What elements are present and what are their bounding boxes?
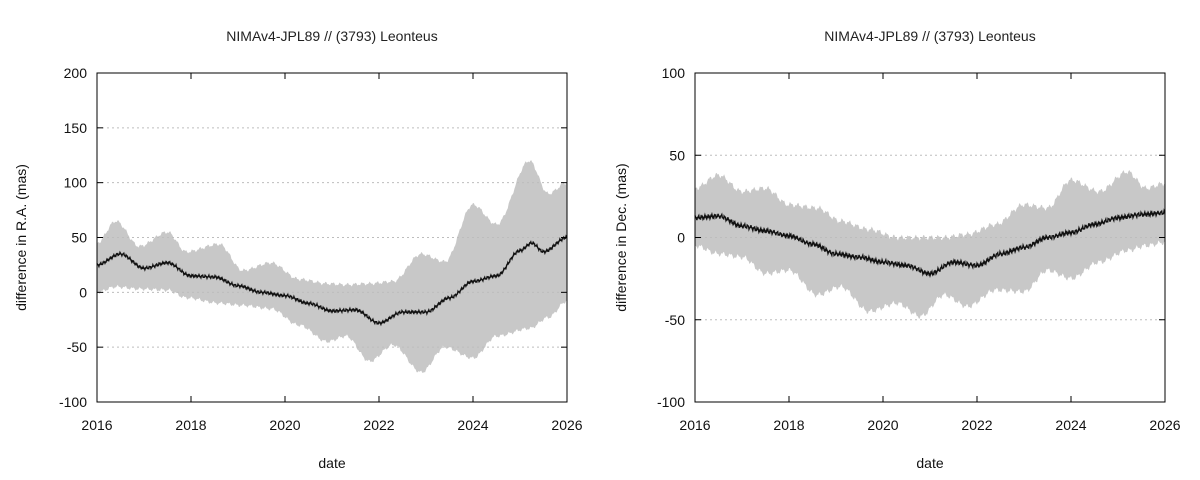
x-tick-label: 2020 xyxy=(269,417,300,433)
x-tick-label: 2022 xyxy=(363,417,394,433)
x-tick-label: 2024 xyxy=(457,417,488,433)
x-tick-label: 2018 xyxy=(175,417,206,433)
y-tick-label: -100 xyxy=(657,394,685,410)
chart-title: NIMAv4-JPL89 // (3793) Leonteus xyxy=(226,28,437,44)
x-tick-label: 2018 xyxy=(773,417,804,433)
x-tick-label: 2020 xyxy=(867,417,898,433)
uncertainty-band xyxy=(695,169,1165,319)
y-tick-label: 200 xyxy=(64,65,88,81)
y-tick-label: 50 xyxy=(669,147,685,163)
chart-title: NIMAv4-JPL89 // (3793) Leonteus xyxy=(824,28,1035,44)
x-axis-label: date xyxy=(916,455,943,471)
x-tick-label: 2024 xyxy=(1055,417,1086,433)
y-tick-label: 50 xyxy=(71,230,87,246)
y-axis-label: difference in R.A. (mas) xyxy=(13,164,29,311)
x-tick-label: 2022 xyxy=(961,417,992,433)
y-tick-label: -50 xyxy=(665,312,685,328)
y-tick-label: -100 xyxy=(59,394,87,410)
y-tick-label: 100 xyxy=(64,175,88,191)
x-tick-label: 2016 xyxy=(81,417,112,433)
dec-difference-chart: 100 50 0 -50 -100 2016 2018 2020 2022 2024 2026 NIM… xyxy=(613,28,1181,471)
mean-difference-line xyxy=(96,234,568,327)
y-tick-label: 150 xyxy=(64,120,88,136)
y-axis-label: difference in Dec. (mas) xyxy=(613,163,629,311)
mean-difference-line xyxy=(694,208,1166,279)
x-tick-label: 2026 xyxy=(551,417,582,433)
y-tick-label: 0 xyxy=(677,230,685,246)
y-tick-label: -50 xyxy=(67,339,87,355)
y-tick-label: 100 xyxy=(662,65,686,81)
x-tick-label: 2016 xyxy=(679,417,710,433)
y-tick-label: 0 xyxy=(79,284,87,300)
uncertainty-band xyxy=(97,160,567,373)
x-tick-label: 2026 xyxy=(1149,417,1180,433)
ra-difference-chart: 200 150 100 50 0 -50 -100 2016 2018 2020 2022 2024 2… xyxy=(13,28,583,471)
x-axis-label: date xyxy=(318,455,345,471)
